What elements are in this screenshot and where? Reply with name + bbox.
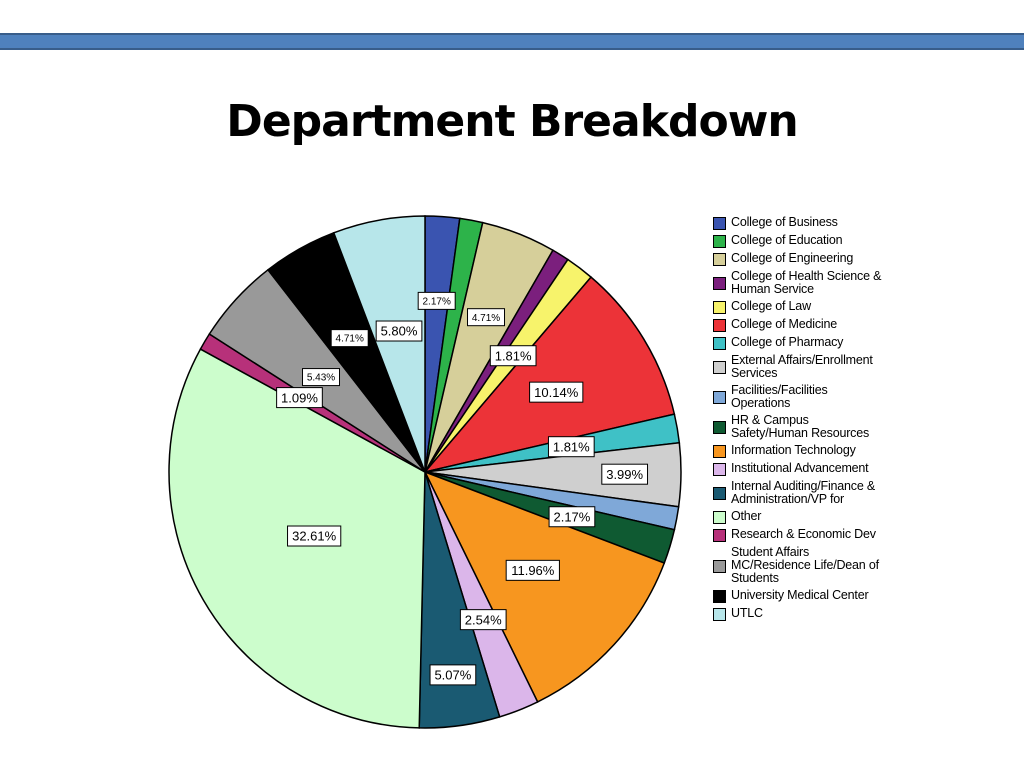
legend-label: College of Medicine (731, 317, 837, 331)
accent-bar (0, 33, 1024, 50)
data-label: 32.61% (292, 529, 337, 544)
data-label: 5.07% (434, 668, 471, 683)
data-label-box (417, 291, 456, 310)
data-label-box (459, 609, 507, 631)
data-label-box (330, 329, 369, 348)
data-label-box (276, 387, 323, 409)
legend-item: College of Engineering (713, 252, 913, 266)
legend-label: UTLC (731, 606, 763, 620)
data-label: 4.71% (336, 334, 364, 345)
data-label-box (302, 368, 341, 387)
data-label: 4.71% (472, 313, 500, 324)
data-label-box (287, 525, 342, 547)
legend-label: Internal Auditing/Finance & Administrati… (731, 479, 876, 506)
data-label-box (489, 345, 537, 367)
legend-swatch (713, 319, 726, 332)
legend-item: HR & Campus Safety/Human Resources (713, 414, 913, 440)
legend-swatch (713, 301, 726, 314)
legend-label: College of Engineering (731, 251, 854, 265)
legend-swatch (713, 235, 726, 248)
legend-label: HR & Campus Safety/Human Resources (731, 413, 870, 440)
legend-label: Information Technology (731, 443, 856, 457)
legend-swatch (713, 560, 726, 573)
data-label-box (548, 506, 596, 528)
legend-item: College of Business (713, 216, 913, 230)
pie-labels: 2.17% 4.71% 1.81% 10.14% 1.81% 3.99% 2.17% 11.9… (276, 291, 649, 686)
legend-swatch (713, 361, 726, 374)
legend-label: External Affairs/Enrollment Services (731, 353, 873, 380)
legend-item: Internal Auditing/Finance & Administrati… (713, 480, 913, 506)
data-label-box (429, 664, 477, 686)
legend-swatch (713, 590, 726, 603)
data-label: 10.14% (534, 385, 579, 400)
legend-item: College of Health Science & Human Servic… (713, 270, 913, 296)
data-label: 1.81% (495, 348, 532, 363)
data-label-box (505, 559, 560, 581)
data-label-box (547, 436, 595, 458)
legend-swatch (713, 277, 726, 290)
pie-slice (422, 276, 676, 474)
legend-swatch (713, 487, 726, 500)
legend-label: University Medical Center (731, 588, 869, 602)
legend-item: Research & Economic Dev (713, 528, 913, 542)
legend-item: University Medical Center (713, 589, 913, 603)
legend-item: External Affairs/Enrollment Services (713, 354, 913, 380)
data-label: 2.54% (465, 612, 502, 627)
data-label-box (467, 308, 506, 327)
legend-item: College of Education (713, 234, 913, 248)
data-label: 3.99% (606, 467, 643, 482)
legend-swatch (713, 463, 726, 476)
data-label-box (375, 320, 423, 342)
legend-item: Other (713, 510, 913, 524)
legend-item: Institutional Advancement (713, 462, 913, 476)
legend-label: College of Education (731, 233, 843, 247)
pie-slice (423, 470, 666, 703)
legend-label: College of Health Science & Human Servic… (731, 269, 882, 296)
data-label: 2.17% (423, 296, 451, 307)
legend-label: Institutional Advancement (731, 461, 869, 475)
pie-slice (332, 215, 426, 473)
data-label: 5.43% (307, 373, 335, 384)
legend-item: College of Law (713, 300, 913, 314)
legend-swatch (713, 421, 726, 434)
legend-swatch (713, 608, 726, 621)
legend-item: Student Affairs MC/Residence Life/Dean o… (713, 546, 913, 585)
chart-legend: College of Business College of Education C… (713, 216, 913, 625)
legend-swatch (713, 511, 726, 524)
legend-swatch (713, 337, 726, 350)
legend-swatch (713, 529, 726, 542)
legend-label: Facilities/Facilities Operations (731, 383, 828, 410)
legend-label: College of Pharmacy (731, 335, 844, 349)
legend-label: College of Law (731, 299, 811, 313)
data-label: 1.81% (553, 439, 590, 454)
slide-title: Department Breakdown (226, 96, 798, 147)
legend-label: Other (731, 509, 762, 523)
legend-swatch (713, 253, 726, 266)
legend-item: UTLC (713, 607, 913, 621)
data-label-box (529, 381, 584, 403)
data-label: 2.17% (553, 509, 590, 524)
legend-item: Facilities/Facilities Operations (713, 384, 913, 410)
legend-item: College of Medicine (713, 318, 913, 332)
legend-label: Student Affairs MC/Residence Life/Dean o… (731, 545, 879, 585)
legend-swatch (713, 391, 726, 404)
legend-label: College of Business (731, 215, 838, 229)
data-label: 11.96% (511, 563, 555, 578)
data-label: 1.09% (281, 390, 318, 405)
legend-item: College of Pharmacy (713, 336, 913, 350)
data-label: 5.80% (381, 324, 418, 339)
legend-label: Research & Economic Dev (731, 527, 876, 541)
data-label-box (601, 463, 649, 485)
legend-swatch (713, 445, 726, 458)
legend-swatch (713, 217, 726, 230)
legend-item: Information Technology (713, 444, 913, 458)
